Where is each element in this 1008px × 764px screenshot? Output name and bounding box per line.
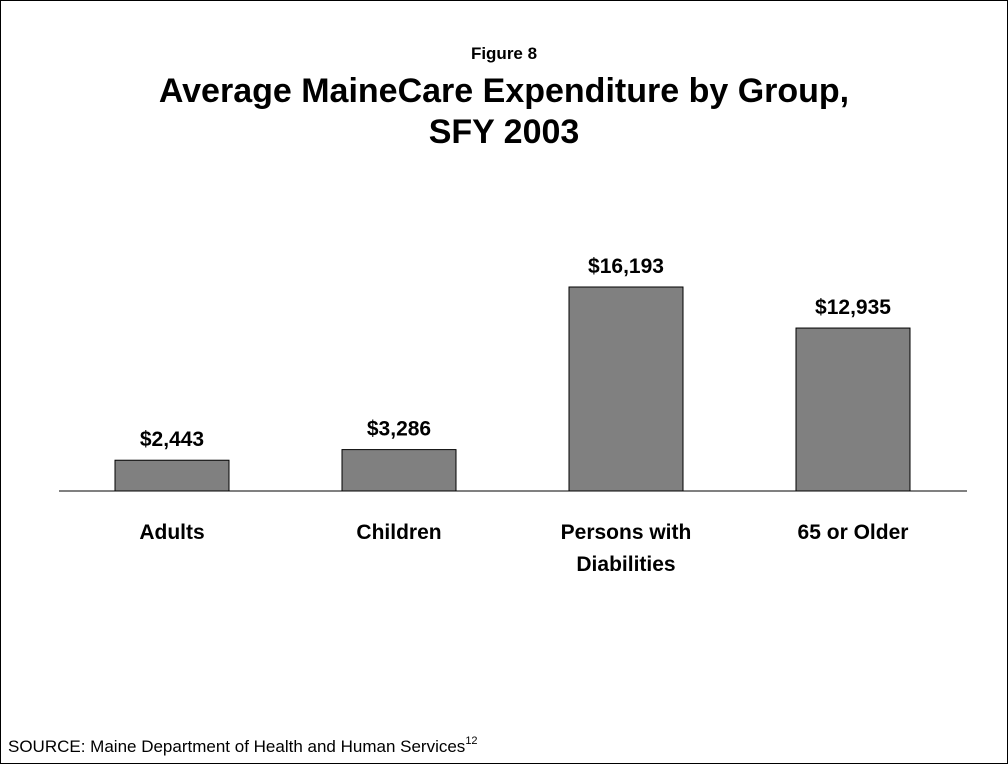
bar-3	[568, 286, 684, 492]
chart-title-line-2: SFY 2003	[428, 113, 580, 151]
category-label-3-line-1: Persons with	[561, 521, 692, 544]
figure-label: Figure 8	[470, 44, 538, 63]
value-label-2: $3,286	[367, 418, 431, 441]
value-label-4: $12,935	[815, 296, 891, 319]
category-label-4: 65 or Older	[798, 521, 909, 544]
chart-title-line-1: Average MaineCare Expenditure by Group,	[158, 72, 850, 110]
bar-4	[795, 327, 911, 492]
value-label-3: $16,193	[588, 255, 664, 278]
category-label-3-line-2: Diabilities	[576, 553, 675, 576]
bar-2	[341, 449, 457, 492]
value-label-1: $2,443	[140, 428, 204, 451]
category-label-1: Adults	[139, 521, 204, 544]
source-text: SOURCE: Maine Department of Health and H…	[8, 737, 466, 756]
chart-title: Average MaineCare Expenditure by Group, …	[1, 71, 1007, 153]
source-footnote: 12	[465, 735, 478, 747]
source-note: SOURCE: Maine Department of Health and H…	[8, 735, 478, 757]
category-label-2: Children	[356, 521, 441, 544]
bar-1	[114, 459, 230, 492]
